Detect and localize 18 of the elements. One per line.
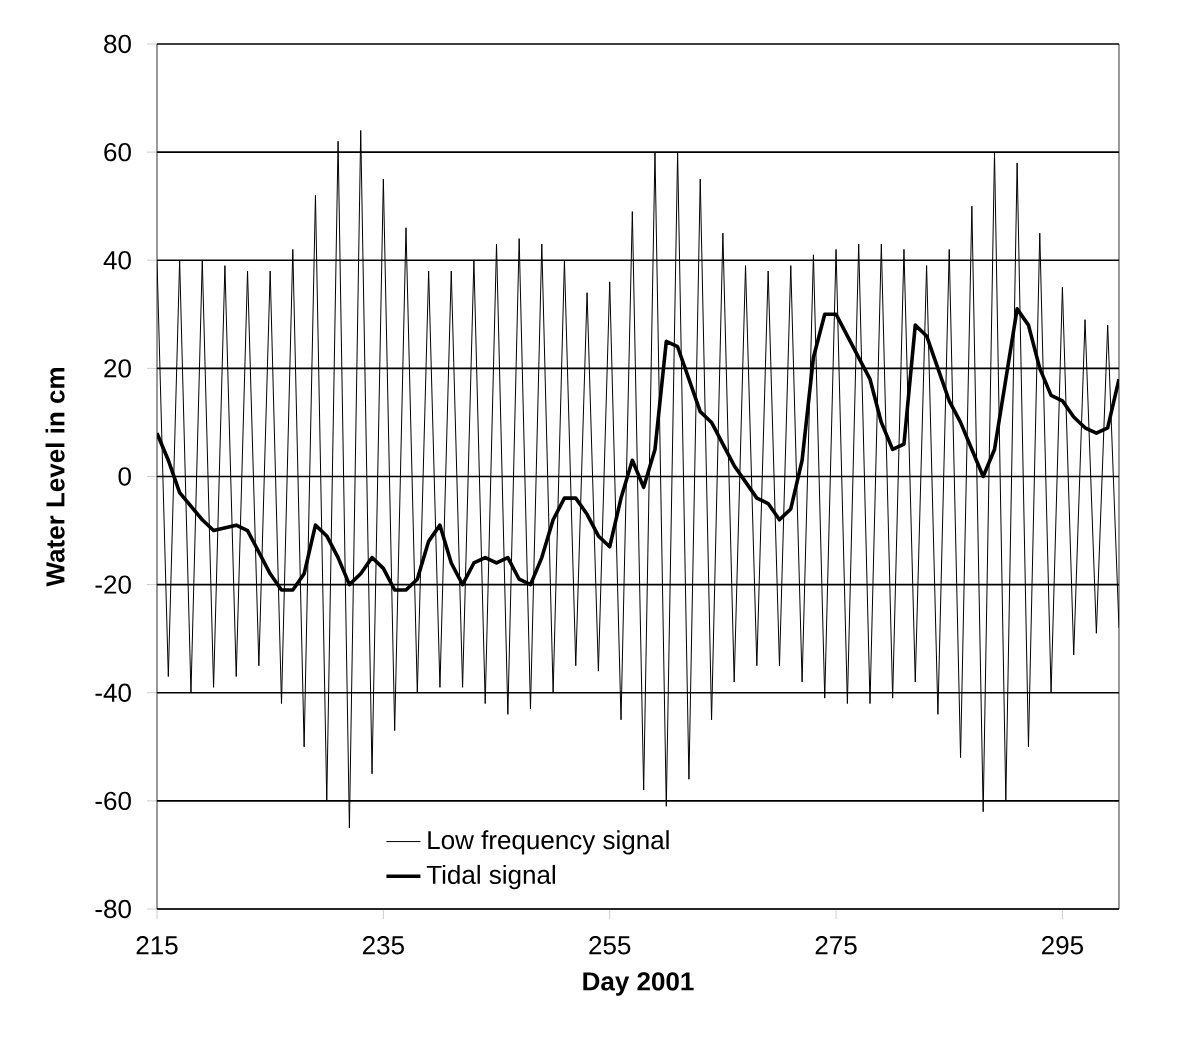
x-axis-title: Day 2001	[583, 972, 694, 996]
legend-label: Tidal signal	[426, 864, 555, 890]
y-tick-label: -80	[95, 899, 131, 919]
x-tick-label: 235	[362, 936, 404, 955]
x-tick-label: 215	[136, 936, 178, 955]
y-tick-label: 60	[104, 142, 131, 162]
y-tick-label: 40	[103, 251, 131, 270]
legend-label: Low frequency signal	[428, 830, 669, 855]
y-tick-label: -60	[95, 791, 131, 811]
y-tick-label: -40	[95, 683, 131, 702]
y-tick-label: 80	[104, 34, 131, 54]
y-tick-label: -20	[95, 575, 131, 594]
x-tick-label: 295	[1042, 936, 1083, 955]
x-tick-label: 255	[589, 936, 631, 955]
y-tick-label: 20	[104, 359, 131, 378]
y-axis-title: Water Level in cm	[45, 368, 65, 587]
y-tick-label: 0	[118, 467, 131, 486]
x-tick-label: 275	[815, 936, 857, 955]
